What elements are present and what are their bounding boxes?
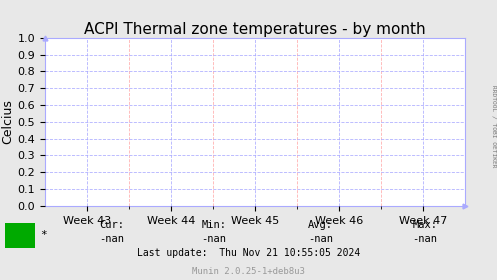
Text: -nan: -nan — [99, 234, 124, 244]
Text: Max:: Max: — [413, 220, 437, 230]
Title: ACPI Thermal zone temperatures - by month: ACPI Thermal zone temperatures - by mont… — [84, 22, 425, 37]
Text: Last update:  Thu Nov 21 10:55:05 2024: Last update: Thu Nov 21 10:55:05 2024 — [137, 248, 360, 258]
Text: Avg:: Avg: — [308, 220, 333, 230]
Text: RRDTOOL / TOBI OETIKER: RRDTOOL / TOBI OETIKER — [491, 85, 496, 167]
Text: Cur:: Cur: — [99, 220, 124, 230]
Text: -nan: -nan — [413, 234, 437, 244]
Text: -nan: -nan — [308, 234, 333, 244]
Y-axis label: Celcius: Celcius — [1, 99, 14, 144]
Text: *: * — [40, 230, 47, 240]
Text: Munin 2.0.25-1+deb8u3: Munin 2.0.25-1+deb8u3 — [192, 267, 305, 276]
Text: -nan: -nan — [201, 234, 226, 244]
Text: Min:: Min: — [201, 220, 226, 230]
